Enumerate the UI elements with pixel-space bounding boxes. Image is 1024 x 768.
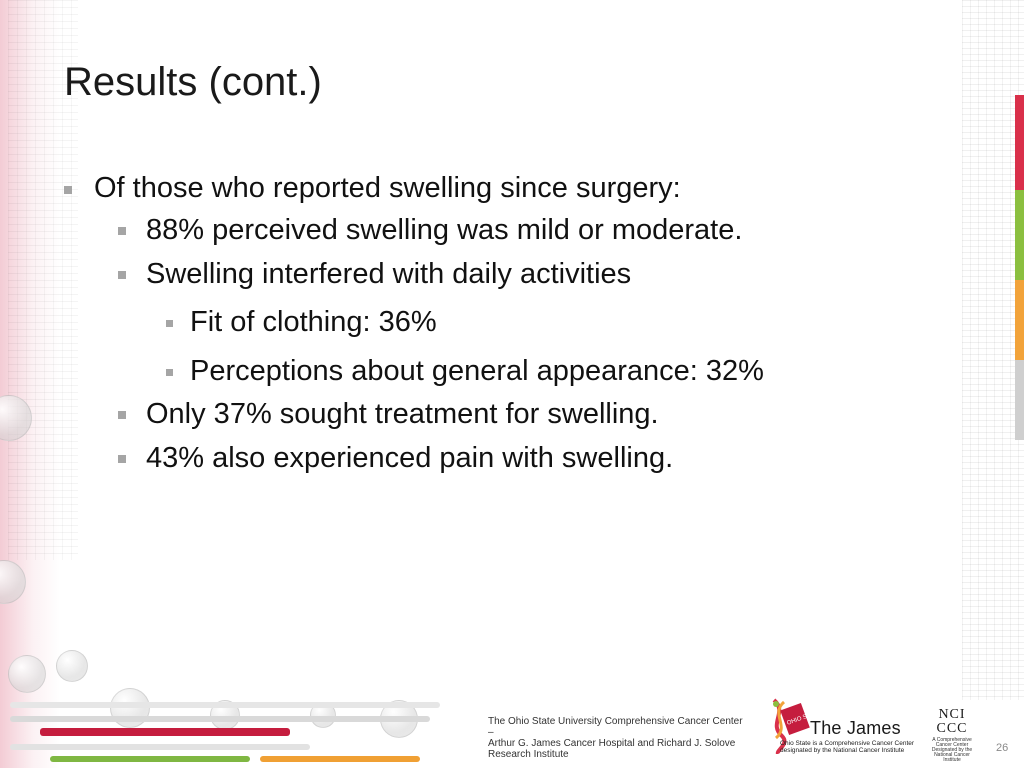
logo-subtitle-line: Ohio State is a Comprehensive Cancer Cen… [780, 740, 915, 747]
bullet-square-icon [118, 227, 126, 235]
bullet-item: 43% also experienced pain with swelling. [118, 442, 674, 475]
stripe-green [50, 756, 250, 762]
nci-caption: A Comprehensive Cancer Center Designated… [931, 737, 973, 763]
footer-line: Arthur G. James Cancer Hospital and Rich… [488, 738, 736, 749]
bullet-item: Of those who reported swelling since sur… [64, 172, 681, 205]
bullet-item: Swelling interfered with daily activitie… [118, 258, 632, 291]
decorative-bubble [56, 650, 88, 682]
bullet-item: Fit of clothing: 36% [166, 306, 437, 339]
footer-line: Research Institute [488, 749, 569, 760]
left-decorative-band [0, 0, 60, 768]
bullet-text: 43% also experienced pain with swelling. [146, 442, 674, 474]
logo-name: The James [810, 718, 901, 738]
bullet-item: Only 37% sought treatment for swelling. [118, 398, 659, 431]
dna-ohio-state-icon: OHIO STATE UNIVERSITY [772, 696, 814, 754]
page-number: 26 [996, 742, 1009, 754]
bullet-text: Fit of clothing: 36% [190, 306, 437, 338]
bullet-text: Perceptions about general appearance: 32… [190, 355, 764, 387]
bullet-square-icon [64, 186, 72, 194]
stripe [10, 744, 310, 750]
the-james-logo: OHIO STATE UNIVERSITY The James Ohio Sta… [764, 694, 914, 756]
stripe-red [40, 728, 290, 736]
stripe-orange [260, 756, 420, 762]
bullet-item: Perceptions about general appearance: 32… [166, 355, 764, 388]
bullet-item: 88% perceived swelling was mild or moder… [118, 214, 743, 247]
logo-subtitle-line: designated by the National Cancer Instit… [780, 747, 905, 754]
left-pattern [8, 0, 78, 560]
nci-ccc-logo: NCI CCC A Comprehensive Cancer Center De… [930, 708, 974, 763]
nci-text: NCI [938, 707, 966, 722]
bullet-square-icon [166, 369, 173, 376]
right-accent-green [1015, 190, 1024, 280]
bullet-square-icon [118, 271, 126, 279]
bullet-text: Of those who reported swelling since sur… [94, 172, 681, 204]
bullet-text: Swelling interfered with daily activitie… [146, 258, 632, 290]
stripe [10, 716, 430, 722]
footer-institution-text: The Ohio State University Comprehensive … [488, 716, 748, 760]
right-accent-red [1015, 95, 1024, 190]
stripe [10, 702, 440, 708]
bullet-square-icon [166, 320, 173, 327]
bullet-square-icon [118, 411, 126, 419]
bottom-stripes [0, 696, 470, 768]
decorative-bubble [8, 655, 46, 693]
right-accent-orange [1015, 280, 1024, 360]
right-pattern [962, 0, 1024, 700]
slide-title: Results (cont.) [64, 60, 322, 104]
footer-line: The Ohio State University Comprehensive … [488, 716, 743, 738]
bullet-text: Only 37% sought treatment for swelling. [146, 398, 659, 430]
ccc-text: CCC [936, 721, 968, 736]
bullet-text: 88% perceived swelling was mild or moder… [146, 214, 743, 246]
bullet-square-icon [118, 455, 126, 463]
logo-subtitle: Ohio State is a Comprehensive Cancer Cen… [780, 740, 920, 754]
right-accent-gray [1015, 360, 1024, 440]
